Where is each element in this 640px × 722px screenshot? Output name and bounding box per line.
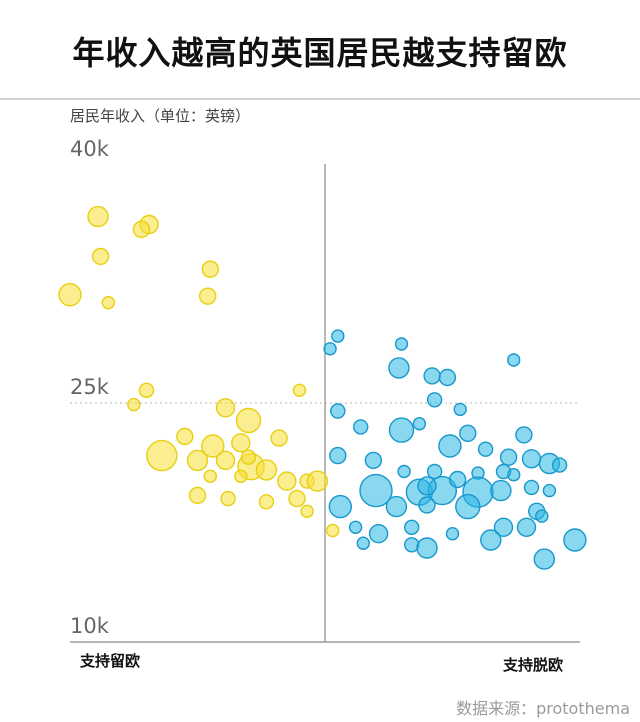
- leave-point: [490, 479, 512, 502]
- leave-point: [515, 426, 533, 444]
- leave-point: [348, 520, 363, 534]
- remain-point: [255, 459, 278, 481]
- title-divider: [0, 98, 640, 100]
- remain-point: [58, 283, 82, 307]
- remain-point: [176, 427, 194, 446]
- remain-point: [201, 260, 220, 278]
- leave-point: [388, 357, 410, 379]
- remain-point: [326, 523, 340, 538]
- remain-point: [215, 450, 236, 471]
- y-tick-label: 10k: [70, 614, 109, 638]
- leave-point: [445, 527, 460, 541]
- leave-point: [385, 495, 408, 518]
- remain-point: [258, 494, 275, 510]
- leave-point: [523, 479, 540, 496]
- leave-point: [448, 470, 467, 489]
- remain-point: [91, 247, 110, 266]
- leave-point: [416, 537, 438, 559]
- leave-point: [477, 441, 494, 457]
- leave-point: [423, 367, 441, 385]
- leave-point: [368, 524, 389, 544]
- remain-point: [277, 471, 297, 491]
- leave-point: [359, 473, 393, 508]
- remain-point: [235, 407, 262, 434]
- x-category-label-remain: 支持留欧: [80, 652, 141, 670]
- remain-point: [198, 287, 217, 305]
- chart-title: 年收入越高的英国居民越支持留欧: [72, 34, 568, 72]
- leave-point: [493, 517, 514, 537]
- leave-point: [563, 528, 587, 552]
- remain-point: [146, 439, 178, 472]
- leave-point: [495, 463, 512, 480]
- leave-point: [353, 419, 369, 435]
- leave-point: [499, 448, 518, 466]
- leave-point: [438, 434, 462, 458]
- remain-point: [288, 489, 306, 508]
- y-tick-label: 40k: [70, 137, 109, 161]
- leave-point: [551, 457, 568, 473]
- remain-point: [220, 490, 236, 507]
- leave-point: [330, 403, 346, 419]
- remain-point: [127, 397, 141, 412]
- leave-point: [426, 392, 443, 408]
- remain-point: [292, 383, 307, 397]
- leave-point: [533, 548, 555, 570]
- y-tick-label: 25k: [70, 375, 109, 399]
- remain-point: [215, 398, 236, 418]
- remain-point: [203, 469, 218, 483]
- leave-point: [438, 368, 457, 387]
- remain-point: [201, 434, 225, 458]
- leave-point: [394, 337, 409, 351]
- leave-point: [412, 417, 427, 431]
- leave-point: [480, 529, 502, 551]
- leave-point: [453, 402, 467, 417]
- y-axis-label: 居民年收入（单位：英镑）: [70, 107, 251, 125]
- leave-point: [397, 464, 411, 479]
- remain-point: [138, 382, 155, 398]
- remain-point: [231, 433, 251, 453]
- leave-point: [329, 446, 347, 465]
- leave-point: [417, 476, 437, 496]
- remain-point: [186, 449, 209, 472]
- leave-point: [331, 329, 345, 343]
- leave-point: [459, 424, 477, 442]
- leave-point: [364, 451, 383, 470]
- x-category-label-leave: 支持脱欧: [503, 656, 564, 674]
- leave-point: [418, 496, 436, 514]
- remain-point: [188, 486, 207, 505]
- leave-point: [542, 483, 557, 498]
- leave-point: [535, 509, 549, 523]
- remain-point: [234, 469, 248, 483]
- leave-point: [323, 342, 337, 356]
- leave-point: [388, 417, 415, 443]
- remain-point: [300, 504, 314, 518]
- leave-point: [356, 536, 370, 550]
- remain-point: [132, 220, 151, 239]
- leave-point: [404, 519, 420, 535]
- remain-point: [270, 429, 288, 447]
- leave-point: [521, 449, 542, 469]
- remain-point: [87, 205, 109, 228]
- leave-point: [516, 517, 537, 537]
- remain-point: [101, 295, 116, 310]
- leave-point: [455, 493, 481, 520]
- source-note: 数据来源：protothema: [456, 699, 630, 718]
- leave-point: [507, 353, 521, 367]
- leave-point: [328, 494, 352, 519]
- remain-point: [306, 470, 329, 492]
- remain-point: [240, 449, 257, 465]
